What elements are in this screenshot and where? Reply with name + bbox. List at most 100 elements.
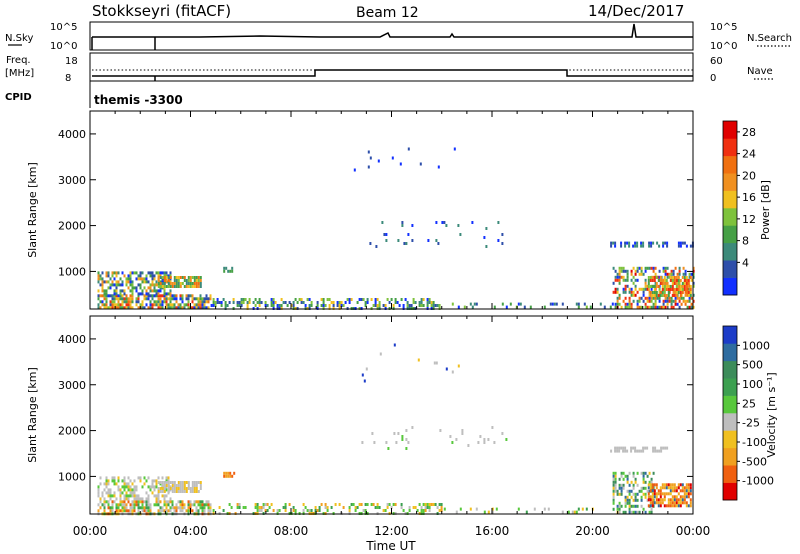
colorbar-swatch: [723, 242, 737, 261]
heatmap-cell: [121, 271, 124, 275]
heatmap-cell: [105, 491, 108, 495]
heatmap-cell: [646, 296, 649, 300]
heatmap-cell: [266, 503, 269, 506]
heatmap-cell: [169, 300, 172, 304]
heatmap-cell: [173, 279, 176, 282]
heatmap-cell: [167, 274, 170, 278]
heatmap-cell: [348, 298, 351, 301]
heatmap-cell: [585, 507, 588, 511]
heatmap-cell: [671, 282, 674, 285]
heatmap-cell: [103, 488, 106, 492]
heatmap-cell: [109, 488, 112, 492]
heatmap-cell: [115, 289, 118, 293]
heatmap-cell: [430, 304, 433, 307]
heatmap-cell: [149, 294, 152, 298]
heatmap-cell: [163, 292, 166, 296]
heatmap-cell: [105, 476, 108, 480]
heatmap-cell: [113, 500, 116, 504]
heatmap-cell: [320, 503, 323, 506]
heatmap-cell: [141, 271, 144, 275]
heatmap-cell: [264, 503, 267, 506]
heatmap-cell: [455, 438, 458, 441]
heatmap-cell: [618, 266, 621, 270]
heatmap-cell: [677, 288, 680, 291]
heatmap-cell: [127, 277, 130, 281]
heatmap-cell: [644, 446, 647, 450]
heatmap-cell: [381, 221, 384, 224]
heatmap-cell: [640, 498, 643, 502]
heatmap-cell: [167, 276, 170, 279]
colorbar-tick-label: 1000: [742, 339, 770, 352]
heatmap-cell: [117, 476, 120, 480]
heatmap-cell: [119, 283, 122, 287]
heatmap-cell: [187, 506, 190, 510]
heatmap-cell: [649, 291, 652, 294]
heatmap-cell: [666, 266, 669, 270]
heatmap-cell: [642, 241, 645, 245]
heatmap-cell: [491, 510, 494, 514]
heatmap-cell: [665, 504, 668, 508]
heatmap-cell: [127, 494, 130, 498]
heatmap-cell: [308, 298, 311, 301]
heatmap-cell: [663, 276, 666, 279]
heatmap-cell: [203, 303, 206, 307]
heatmap-cell: [622, 486, 625, 490]
heatmap-cell: [687, 486, 690, 490]
heatmap-cell: [121, 491, 124, 495]
heatmap-cell: [107, 494, 110, 498]
heatmap-cell: [612, 492, 615, 496]
heatmap-cell: [125, 497, 128, 501]
heatmap-cell: [634, 477, 637, 481]
heatmap-cell: [282, 301, 285, 304]
heatmap-cell: [103, 509, 106, 513]
heatmap-cell: [422, 304, 425, 307]
heatmap-cell: [636, 492, 639, 496]
heatmap-cell: [123, 479, 126, 483]
heatmap-cell: [616, 504, 619, 508]
heatmap-cell: [362, 509, 365, 512]
heatmap-cell: [183, 487, 186, 490]
cpid-label: CPID: [5, 92, 32, 103]
heatmap-cell: [129, 283, 132, 287]
heatmap-cell: [689, 483, 692, 487]
heatmap-cell: [612, 266, 615, 270]
heatmap-cell: [159, 300, 162, 304]
heatmap-cell: [634, 504, 637, 508]
heatmap-cell: [145, 289, 148, 293]
heatmap-cell: [371, 432, 374, 435]
heatmap-cell: [624, 446, 627, 450]
heatmap-cell: [422, 298, 425, 301]
heatmap-cell: [193, 282, 196, 285]
heatmap-cell: [155, 494, 158, 498]
heatmap-cell: [147, 280, 150, 284]
colorbar-tick-label: 8: [742, 235, 749, 248]
heatmap-cell: [117, 479, 120, 483]
colorbar-swatch: [723, 260, 737, 278]
heatmap-cell: [628, 302, 631, 306]
heatmap-cell: [561, 510, 564, 514]
heatmap-cell: [666, 299, 669, 303]
heatmap-cell: [412, 301, 415, 304]
heatmap-cell: [101, 503, 104, 507]
heatmap-cell: [640, 266, 643, 270]
heatmap-cell: [193, 285, 196, 288]
heatmap-cell: [125, 306, 128, 310]
heatmap-cell: [672, 269, 675, 273]
heatmap-cell: [135, 500, 138, 504]
heatmap-cell: [169, 274, 172, 278]
heatmap-cell: [675, 498, 678, 502]
heatmap-cell: [620, 486, 623, 490]
heatmap-cell: [614, 244, 617, 248]
heatmap-cell: [370, 298, 373, 301]
heatmap-cell: [161, 306, 164, 310]
heatmap-cell: [97, 280, 100, 284]
heatmap-cell: [181, 297, 184, 301]
heatmap-cell: [671, 489, 674, 493]
heatmap-cell: [167, 303, 170, 307]
heatmap-cell: [369, 242, 372, 245]
heatmap-cell: [185, 509, 188, 513]
heatmap-cell: [672, 290, 675, 294]
heatmap-cell: [388, 301, 391, 304]
heatmap-cell: [171, 503, 174, 507]
